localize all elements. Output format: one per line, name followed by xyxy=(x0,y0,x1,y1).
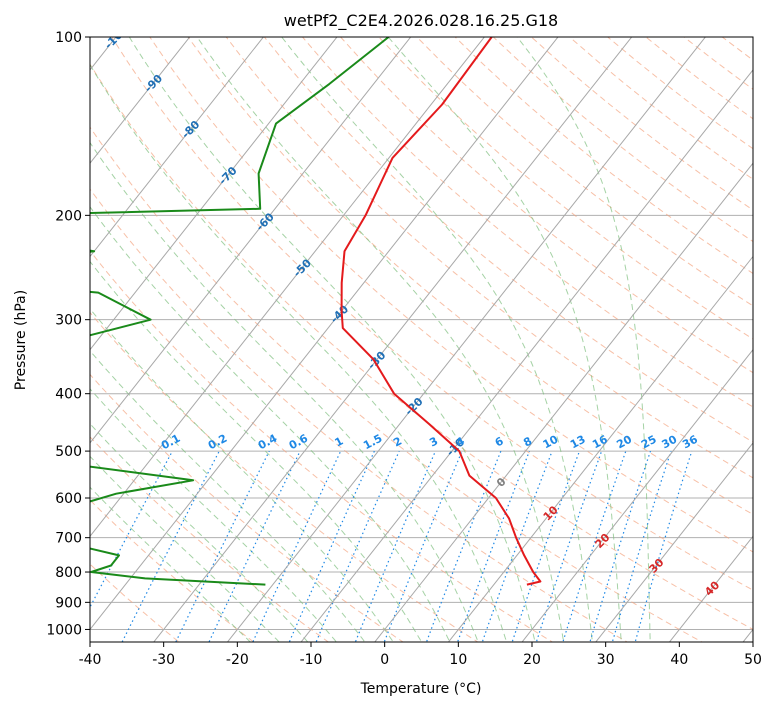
y-tick-label: 200 xyxy=(55,208,82,224)
mixing-ratio-line xyxy=(481,450,553,642)
mixing-ratio-line xyxy=(634,450,693,642)
dry-adiabat xyxy=(90,250,554,642)
dry-adiabat xyxy=(90,126,703,642)
mixing-ratio-label: 10 xyxy=(541,433,561,452)
dry-adiabat xyxy=(90,311,479,642)
mixing-ratio-line xyxy=(425,450,502,642)
x-tick-label: 10 xyxy=(449,652,467,668)
mixing-ratio-label: 20 xyxy=(614,433,634,452)
y-axis: 1000 900 800 700 600 500 400 300 200 100 xyxy=(46,30,90,638)
moist-adiabats xyxy=(90,37,651,642)
sounding-profiles xyxy=(90,37,542,586)
moist-adiabat xyxy=(90,260,423,642)
mixing-ratio-line xyxy=(208,450,301,642)
isotherm-line xyxy=(447,255,753,642)
moist-adiabat xyxy=(90,350,366,642)
moist-adiabat xyxy=(196,37,565,642)
isotherm-line xyxy=(521,348,753,642)
dry-adiabat xyxy=(301,37,753,408)
temperature-profile-line xyxy=(340,37,542,586)
y-tick-label: 300 xyxy=(55,313,82,329)
mixing-ratio-line xyxy=(535,450,603,642)
x-tick-label: -30 xyxy=(152,652,175,668)
chart-title: wetPf2_C2E4.2026.028.16.25.G18 xyxy=(284,11,558,31)
dry-adiabat xyxy=(90,63,753,630)
mixing-ratio-line xyxy=(90,450,173,609)
mixing-ratio-label: 25 xyxy=(639,433,659,452)
mixing-ratio-label: 30 xyxy=(660,433,680,452)
x-tick-label: 0 xyxy=(380,652,389,668)
y-tick-label: 800 xyxy=(55,565,82,581)
moist-adiabat xyxy=(90,308,394,642)
x-tick-label: 40 xyxy=(670,652,688,668)
moist-adiabat xyxy=(90,206,451,642)
mixing-ratio-line xyxy=(511,450,581,642)
mixing-ratio-line xyxy=(252,450,342,642)
moist-adiabat xyxy=(281,37,593,642)
isotherm-line xyxy=(90,37,191,165)
isotherm-line xyxy=(668,535,753,642)
y-tick-label: 1000 xyxy=(46,622,82,638)
moist-adiabat xyxy=(516,37,651,642)
y-axis-title: Pressure (hPa) xyxy=(13,290,29,390)
isotherm-line xyxy=(374,162,753,642)
dry-adiabats xyxy=(90,37,753,642)
isotherm-line xyxy=(226,37,707,642)
x-tick-label: -10 xyxy=(300,652,323,668)
isotherm-line xyxy=(90,37,412,444)
plot-frame xyxy=(89,36,754,643)
dry-adiabat xyxy=(111,37,753,591)
moist-adiabat xyxy=(90,141,479,642)
moist-adiabat xyxy=(90,486,252,642)
isotherm-line xyxy=(90,37,559,631)
dry-adiabat xyxy=(187,37,753,516)
moist-adiabat xyxy=(90,455,280,642)
mixing-ratio-label: 16 xyxy=(590,433,610,452)
isotherm-line xyxy=(300,69,753,642)
y-tick-label: 500 xyxy=(55,444,82,460)
x-tick-label: 30 xyxy=(597,652,615,668)
y-tick-label: 400 xyxy=(55,387,82,403)
dry-adiabat xyxy=(90,436,330,642)
x-axis-title: Temperature (°C) xyxy=(360,681,482,697)
dry-adiabat xyxy=(149,37,753,553)
dry-adiabat xyxy=(378,37,753,340)
isotherm-line xyxy=(90,37,486,538)
dry-adiabat xyxy=(263,37,753,443)
mixing-ratio-line xyxy=(121,450,220,642)
mixing-ratio-line xyxy=(562,450,627,642)
isotherm-line xyxy=(153,37,633,642)
x-tick-label: -40 xyxy=(79,652,102,668)
mixing-ratio-line xyxy=(611,450,672,642)
y-tick-label: 600 xyxy=(55,491,82,507)
y-tick-label: 700 xyxy=(55,531,82,547)
y-tick-label: 100 xyxy=(55,30,82,46)
isotherm-line xyxy=(595,442,753,642)
x-axis: -40 -30 -20 -10 0 10 20 30 40 50 xyxy=(79,642,762,668)
pressure-gridlines xyxy=(90,37,753,630)
dry-adiabat xyxy=(416,37,753,307)
mixing-ratio-lines xyxy=(90,450,693,642)
moist-adiabat xyxy=(90,388,338,642)
moist-adiabat xyxy=(128,37,536,642)
mixing-ratio-label: 36 xyxy=(680,433,700,452)
mixing-ratio-line xyxy=(589,450,652,642)
mixing-ratio-label: 13 xyxy=(568,433,588,452)
moist-adiabat xyxy=(90,423,309,642)
x-tick-label: 50 xyxy=(744,652,762,668)
isotherm-line xyxy=(90,37,265,258)
x-tick-label: 20 xyxy=(523,652,541,668)
y-tick-label: 900 xyxy=(55,595,82,611)
moist-adiabat xyxy=(387,37,622,642)
dry-adiabat xyxy=(225,37,753,479)
x-tick-label: -20 xyxy=(226,652,249,668)
dry-adiabat xyxy=(90,373,404,642)
dry-adiabat xyxy=(90,188,629,642)
